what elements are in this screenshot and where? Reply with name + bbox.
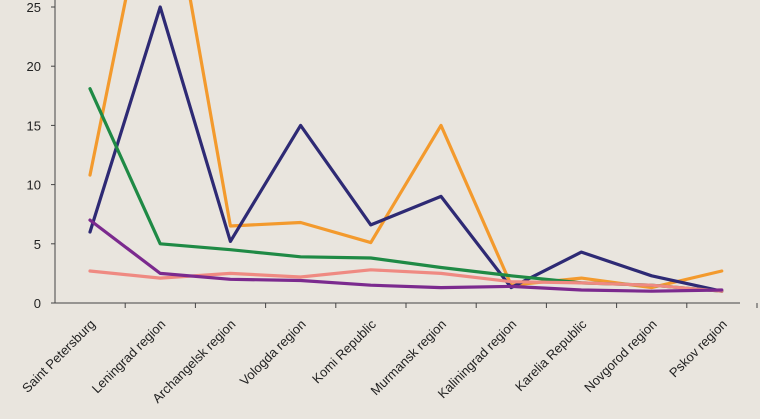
y-tick-label: 15 xyxy=(27,118,41,133)
x-category-label: Vologda region xyxy=(237,317,309,389)
y-tick-label: 10 xyxy=(27,178,41,193)
series-line-5 xyxy=(88,218,724,293)
x-category-label: Komi Republic xyxy=(309,316,379,386)
axes xyxy=(54,0,740,304)
series-line-2 xyxy=(88,5,724,293)
x-category-label: Saint Petersburg xyxy=(19,317,98,396)
x-category-label: Novgorod region xyxy=(581,317,660,396)
x-category-label: Leningrad region xyxy=(89,317,169,397)
x-category-label: Murmansk region xyxy=(367,317,449,399)
plot-area xyxy=(88,0,724,293)
series-line-3 xyxy=(88,87,724,293)
y-tick-label: 25 xyxy=(27,0,41,15)
x-category-label: Kaliningrad region xyxy=(435,317,520,402)
y-tick-label: 20 xyxy=(27,59,41,74)
y-tick-label: 5 xyxy=(34,237,41,252)
x-category-label: Pskov region xyxy=(666,317,730,381)
y-tick-label: 0 xyxy=(34,296,41,311)
y-tick-labels: 0 5 10 15 20 25 xyxy=(27,0,55,311)
x-category-label: Karelia Republic xyxy=(512,316,590,394)
